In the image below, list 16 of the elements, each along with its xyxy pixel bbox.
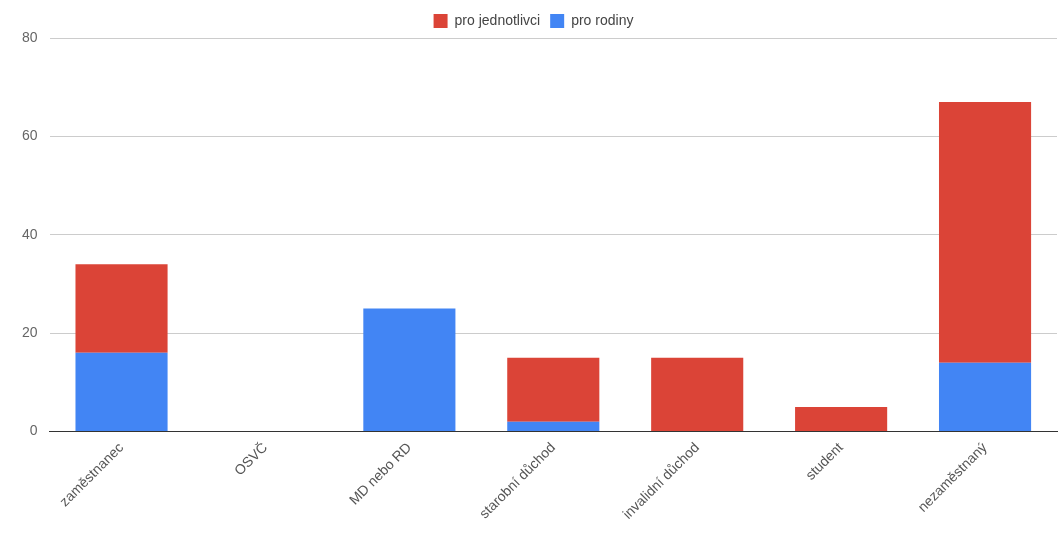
y-tick-label: 60 bbox=[21, 127, 38, 144]
y-tick-label: 40 bbox=[21, 225, 38, 242]
y-tick-label: 20 bbox=[21, 324, 38, 341]
bar bbox=[651, 357, 744, 432]
bar bbox=[507, 357, 600, 422]
bar bbox=[938, 101, 1032, 363]
bar bbox=[938, 362, 1032, 432]
y-tick-label: 80 bbox=[21, 28, 38, 45]
bar bbox=[75, 264, 168, 353]
legend-label: pro jednotlivci bbox=[454, 11, 541, 28]
y-tick-label: 0 bbox=[29, 422, 38, 439]
bar bbox=[795, 406, 888, 432]
bar bbox=[363, 308, 456, 432]
bar bbox=[75, 352, 168, 432]
bar bbox=[507, 421, 600, 432]
legend-label: pro rodiny bbox=[571, 11, 634, 28]
